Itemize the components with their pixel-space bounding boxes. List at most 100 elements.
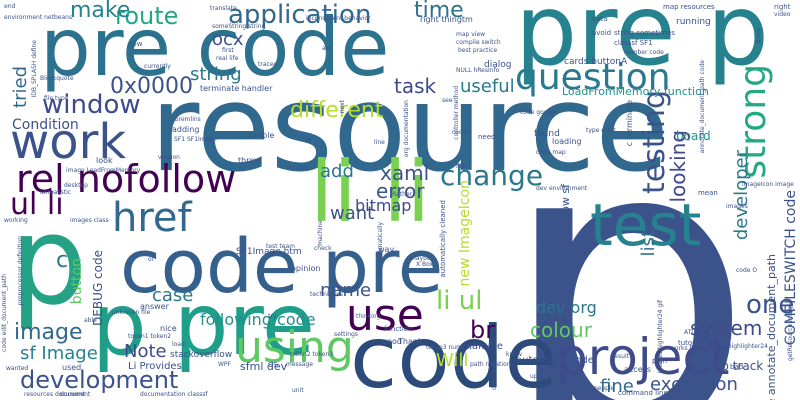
- word: automatically cleaned: [440, 200, 447, 278]
- word: next: [340, 100, 346, 113]
- word: test team: [266, 244, 295, 250]
- word: add: [320, 163, 354, 181]
- word: traced: [258, 62, 277, 68]
- word: wanted: [6, 366, 28, 372]
- word: Li Provides: [128, 362, 182, 372]
- word: sfml dev: [240, 361, 287, 372]
- word: load: [172, 342, 185, 348]
- word: br: [470, 318, 495, 342]
- word: code map: [536, 150, 566, 156]
- word: getResource images: [788, 300, 794, 361]
- word: inconsistent behavior: [306, 16, 371, 22]
- word: system: [690, 318, 762, 338]
- word: 0x0000: [110, 76, 193, 98]
- word: token2 token3: [290, 352, 333, 358]
- word: images: [726, 204, 748, 210]
- word: file: [456, 164, 465, 170]
- word: Gremlins: [174, 117, 201, 123]
- word: c terminate: [626, 100, 634, 146]
- word: images highlighter24: [704, 344, 768, 350]
- word: Rather: [392, 192, 412, 198]
- word: dev environment: [536, 186, 587, 192]
- word: now: [128, 41, 142, 48]
- word: controller method: [454, 86, 460, 140]
- word: unrealistic: [40, 190, 71, 196]
- word: best practice: [458, 48, 497, 54]
- word: unknown file: [112, 310, 150, 316]
- word: code edit_document_path: [2, 274, 8, 352]
- word: WPF: [218, 362, 231, 368]
- word: IDB_SPLASH define: [32, 40, 38, 98]
- word: button: [70, 258, 84, 304]
- word: Blockquote: [40, 76, 74, 82]
- word: token1 token2: [128, 334, 171, 340]
- word: Thank: [398, 338, 423, 346]
- word: setVisible false: [560, 268, 567, 320]
- word: images class: [70, 218, 109, 224]
- word: avoid: [592, 30, 611, 37]
- word: annotate_document_path code: [700, 60, 706, 153]
- word: compile switch: [456, 40, 501, 46]
- word: version: [158, 155, 180, 161]
- word: useful: [460, 78, 515, 96]
- word: first: [222, 48, 234, 54]
- word: list: [640, 230, 658, 256]
- word: right: [774, 4, 790, 11]
- word: DEBUG code: [92, 250, 104, 326]
- word: running: [676, 18, 711, 27]
- word: image: [14, 322, 83, 344]
- word: bad: [730, 364, 743, 371]
- word: opinion: [291, 265, 320, 273]
- word: want: [330, 205, 374, 223]
- word: token3 number: [426, 345, 472, 351]
- word: task: [394, 76, 436, 96]
- word: li ul: [436, 288, 482, 314]
- word: data: [592, 16, 608, 23]
- word: brush: [290, 166, 307, 172]
- word: adding: [172, 126, 199, 134]
- word: Note: [124, 343, 167, 361]
- word: currently: [144, 64, 171, 70]
- word: way: [378, 246, 394, 254]
- word: end: [4, 4, 15, 10]
- word: string: [190, 66, 242, 84]
- word: see: [442, 98, 453, 104]
- word: need: [478, 134, 496, 141]
- word: image LoadFromMemory: [66, 168, 140, 174]
- word: ATL: [684, 330, 695, 336]
- word: number code: [624, 50, 664, 56]
- word: new ImageIcon: [458, 180, 472, 287]
- word: simple: [248, 132, 274, 140]
- word: SF1 SF1Image: [174, 137, 217, 143]
- word: unit: [292, 388, 304, 394]
- word: ran: [302, 138, 312, 144]
- word: try: [268, 314, 276, 320]
- word: href: [112, 198, 192, 238]
- word: string Format: [568, 232, 574, 272]
- word: X Box: [416, 262, 433, 268]
- word: right thingtm: [420, 16, 473, 24]
- word: cards buttonA: [564, 58, 627, 67]
- word: message: [286, 362, 313, 368]
- word: make: [70, 0, 130, 22]
- word: code annotate_document_path: [766, 254, 777, 400]
- word: map view: [456, 32, 485, 38]
- word: different: [290, 100, 383, 122]
- word: nice: [160, 325, 177, 333]
- word: ask: [322, 46, 332, 52]
- word: sf Image: [20, 345, 98, 363]
- word: know: [506, 352, 522, 358]
- word: LoadFromMemory function: [562, 86, 709, 97]
- word: terminate handler: [200, 85, 272, 93]
- word: string sometimes: [614, 30, 675, 37]
- word: thing: [756, 28, 762, 43]
- word: result: [612, 354, 629, 360]
- word: images highlighter24 gif: [658, 300, 664, 373]
- word: preprocessor definition: [18, 236, 24, 305]
- word: following code: [200, 312, 316, 328]
- word: command line: [618, 390, 668, 397]
- word: works fine: [670, 346, 701, 352]
- word: loading: [552, 138, 581, 146]
- word: someString string: [212, 24, 265, 30]
